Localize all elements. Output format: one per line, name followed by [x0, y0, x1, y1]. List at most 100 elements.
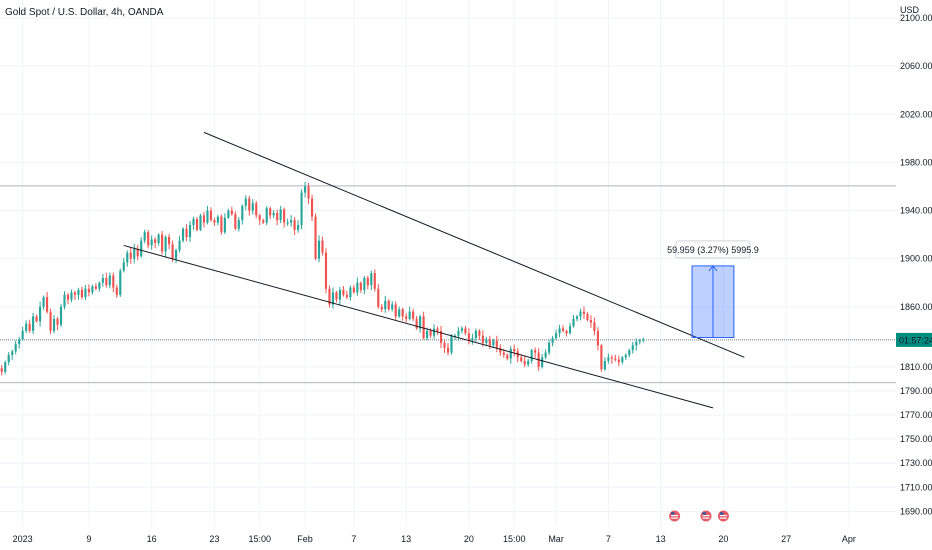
us-flag-stripe [671, 515, 679, 517]
candle-body [603, 360, 606, 370]
us-flag-canton [702, 512, 706, 515]
candle-body [457, 330, 460, 336]
candle-body [607, 357, 610, 361]
candle-body [561, 328, 565, 331]
candle-body [223, 217, 226, 233]
x-tick-label: 9 [86, 534, 91, 544]
candle-body [331, 292, 335, 305]
candle-body [621, 357, 624, 363]
x-axis: 2023 9 16 23 15:00 Feb 7 13 20 15:00 Mar 7 13 20 27 Apr [0, 527, 932, 550]
candle-body [642, 339, 645, 341]
x-tick-label: 23 [209, 534, 219, 544]
candle-body [506, 354, 509, 359]
candle-body [610, 357, 613, 359]
candle-body [63, 294, 66, 307]
x-tick-label: 16 [147, 534, 157, 544]
candle-body [509, 348, 512, 359]
us-flag-stripe [702, 515, 710, 517]
y-tick-label: 2100.000 [900, 13, 932, 23]
candle-body [575, 316, 579, 319]
candle-body [56, 318, 59, 325]
candle-body [596, 330, 599, 346]
candle-body [373, 273, 376, 289]
candle-body [628, 350, 631, 355]
candle-body [230, 210, 233, 215]
candle-body [143, 232, 146, 241]
candle-body [303, 186, 307, 193]
candle-body [568, 326, 572, 334]
currency-label: USD [900, 5, 920, 15]
candle-body [206, 210, 209, 223]
candle-body [439, 330, 443, 343]
candle-body [474, 330, 477, 339]
y-tick-label: 2020.000 [900, 109, 932, 119]
candle-body [251, 203, 254, 211]
candle-body [380, 306, 383, 310]
candle-body [161, 234, 164, 252]
candle-body [384, 300, 387, 310]
candle-body [523, 360, 526, 365]
candle-body [467, 333, 470, 341]
candle-body [164, 237, 167, 252]
candle-body [443, 342, 446, 348]
candle-body [349, 287, 352, 298]
candle-body [35, 316, 38, 322]
candle-body [262, 220, 265, 223]
candle-body [377, 288, 380, 307]
candle-body [265, 208, 268, 223]
candle-body [412, 311, 415, 319]
candle-body [11, 351, 14, 355]
candle-body [115, 287, 118, 295]
candle-body [42, 297, 45, 307]
measure-label-box [675, 240, 751, 259]
candle-body [586, 314, 589, 321]
candle-body [502, 352, 505, 355]
y-tick-label: 1980.000 [900, 157, 932, 167]
candle-body [248, 198, 251, 211]
candle-body [91, 286, 94, 293]
candle-body [558, 328, 561, 334]
candle-body [181, 228, 185, 241]
candle-body [147, 232, 150, 246]
candle-body [297, 224, 300, 230]
y-tick-label: 1860.000 [900, 302, 932, 312]
candle-body [541, 357, 544, 367]
candle-body [73, 292, 77, 295]
candle-body [631, 345, 634, 351]
y-tick-label: 1810.000 [900, 362, 932, 372]
candle-body [513, 348, 516, 352]
candle-body [401, 309, 404, 317]
candle-body [244, 198, 247, 206]
y-tick-label: 1900.000 [900, 254, 932, 264]
candle-body [638, 340, 641, 342]
candle-body [589, 320, 593, 323]
candle-body [471, 338, 474, 341]
candle-body [269, 208, 272, 216]
candle-body [154, 239, 157, 244]
candle-body [199, 215, 202, 230]
candle-body [213, 220, 216, 223]
y-tick-label: 1730.000 [900, 458, 932, 468]
horizontal-lines [0, 185, 896, 384]
candle-body [136, 249, 139, 257]
grid [0, 0, 896, 527]
candle-body [593, 322, 596, 331]
candle-body [464, 328, 467, 334]
y-tick-label: 1940.000 [900, 206, 932, 216]
candle-body [436, 328, 439, 331]
candle-body [45, 297, 49, 312]
x-tick-label: 2023 [13, 534, 33, 544]
candle-body [4, 362, 7, 372]
candles [0, 181, 645, 376]
candle-body [352, 287, 355, 293]
candle-body [185, 228, 188, 238]
trendline-upper[interactable] [203, 131, 745, 358]
candle-body [579, 311, 582, 317]
candle-body [317, 240, 321, 259]
trendline-lower[interactable] [123, 244, 714, 409]
candle-body [279, 209, 282, 221]
candle-body [283, 209, 286, 223]
candle-body [276, 212, 279, 221]
candle-body [140, 240, 143, 257]
